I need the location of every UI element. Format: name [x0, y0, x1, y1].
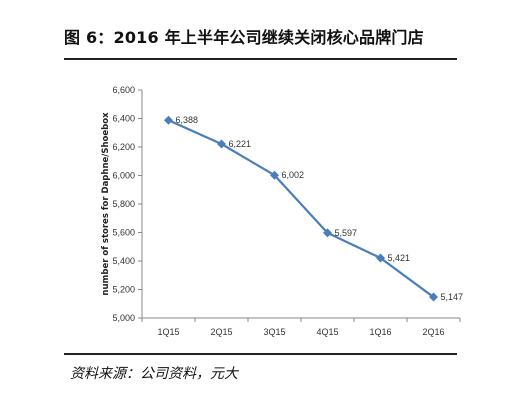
data-point-marker	[429, 292, 438, 302]
y-tick-label: 6,600	[112, 85, 135, 95]
y-tick-label: 5,400	[112, 256, 135, 266]
data-label: 5,147	[441, 292, 464, 302]
x-tick-label: 1Q15	[157, 327, 179, 337]
x-tick-label: 4Q15	[316, 327, 338, 337]
title-underline	[64, 58, 457, 60]
x-axis-ticks: 1Q15 2Q15 3Q15 4Q15 1Q16 2Q16	[141, 318, 461, 337]
y-axis-label: number of stores for Daphne/Shoebox	[101, 112, 111, 296]
data-point-marker	[376, 253, 385, 263]
figure-title: 图 6：2016 年上半年公司继续关闭核心品牌门店	[64, 28, 424, 47]
y-tick-label: 6,400	[112, 114, 135, 124]
x-tick-label: 2Q16	[422, 327, 444, 337]
data-label: 5,597	[335, 228, 358, 238]
x-tick-label: 1Q16	[369, 327, 391, 337]
source-divider	[64, 353, 457, 355]
y-tick-label: 6,200	[112, 142, 135, 152]
data-label: 6,221	[229, 139, 252, 149]
data-labels: 6,388 6,221 6,002 5,597 5,421 5,147	[176, 115, 464, 302]
y-tick-label: 5,800	[112, 199, 135, 209]
data-label: 6,002	[282, 170, 305, 180]
y-tick-label: 5,000	[112, 313, 135, 323]
data-label: 5,421	[388, 253, 411, 263]
data-point-marker	[323, 228, 332, 238]
series-group	[164, 115, 438, 302]
data-point-marker	[270, 170, 279, 180]
y-tick-label: 6,000	[112, 171, 135, 181]
series-line	[168, 119, 435, 298]
data-label: 6,388	[176, 115, 199, 125]
data-point-marker	[164, 115, 173, 125]
source-note: 资料来源：公司资料，元大	[70, 366, 238, 382]
data-point-marker	[217, 139, 226, 149]
y-tick-label: 5,200	[112, 285, 135, 295]
x-tick-label: 3Q15	[263, 327, 285, 337]
y-tick-label: 5,600	[112, 228, 135, 238]
x-tick-label: 2Q15	[210, 327, 232, 337]
y-axis-ticks: 5,000 5,200 5,400 5,600 5,800 6,000 6,200 6,400…	[112, 85, 142, 323]
